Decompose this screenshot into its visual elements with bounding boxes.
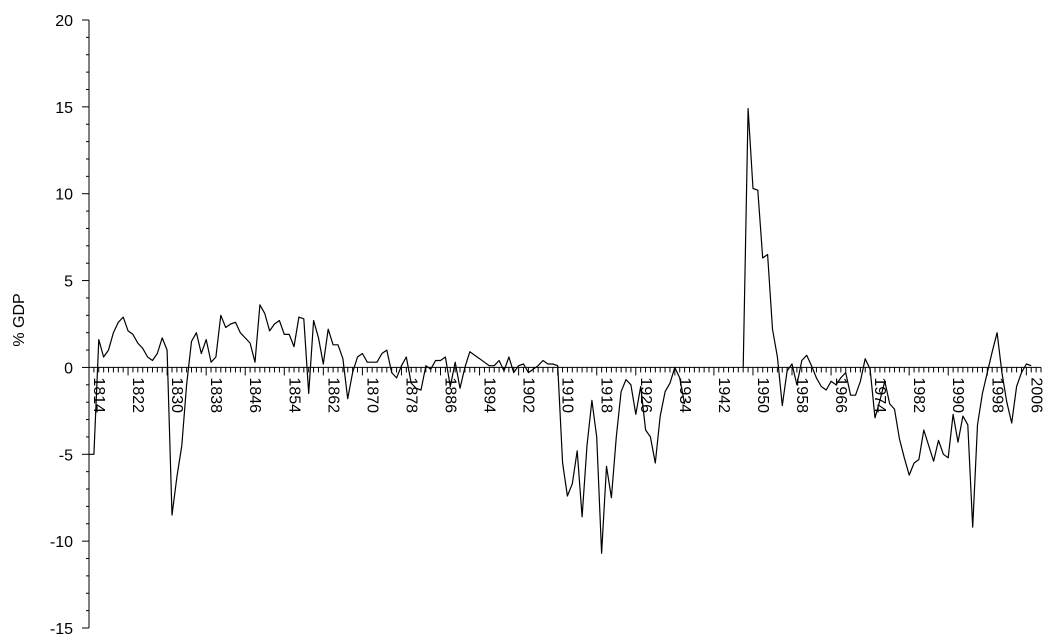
x-tick-label: 1862 xyxy=(324,377,341,413)
series-line-segment xyxy=(742,107,1032,528)
x-tick-label: 2006 xyxy=(1027,377,1044,413)
y-tick-label: 15 xyxy=(55,100,73,117)
x-tick-label: 1934 xyxy=(676,377,693,413)
x-tick-label: 1950 xyxy=(754,377,771,413)
x-tick-label: 1886 xyxy=(442,377,459,413)
x-tick-label: 1878 xyxy=(402,377,419,413)
x-tick-label: 1998 xyxy=(988,377,1005,413)
x-tick-label: 1894 xyxy=(481,377,498,413)
x-tick-label: 1942 xyxy=(715,377,732,413)
x-tick-label: 1814 xyxy=(90,377,107,413)
y-tick-label: 20 xyxy=(55,13,73,30)
x-tick-label: 1990 xyxy=(949,377,966,413)
x-tick-label: 1918 xyxy=(598,377,615,413)
x-tick-label: 1982 xyxy=(910,377,927,413)
x-tick-label: 1910 xyxy=(559,377,576,413)
x-tick-label: 1822 xyxy=(129,377,146,413)
series xyxy=(89,107,1032,554)
y-tick-label: 5 xyxy=(64,274,73,291)
x-tick-label: 1830 xyxy=(168,377,185,413)
y-axis-title: % GDP xyxy=(11,293,28,346)
x-tick-label: 1846 xyxy=(246,377,263,413)
y-tick-label: 0 xyxy=(64,360,73,377)
y-axis: -15 -10 -5 0 5 10 15 20 xyxy=(50,13,90,638)
y-tick-label: -10 xyxy=(50,534,73,551)
y-tick-label: 10 xyxy=(55,187,73,204)
x-tick-label: 1854 xyxy=(285,377,302,413)
series-line-segment xyxy=(89,304,686,554)
y-tick-label: -5 xyxy=(59,447,73,464)
x-tick-label: 1966 xyxy=(832,377,849,413)
x-tick-label: 1958 xyxy=(793,377,810,413)
x-tick-label: 1870 xyxy=(363,377,380,413)
x-tick-label: 1902 xyxy=(520,377,537,413)
y-tick-label: -15 xyxy=(50,621,73,638)
x-tick-label: 1838 xyxy=(207,377,224,413)
x-axis: 1814 1822 1830 1838 1846 1854 1862 1870 1878 1886… xyxy=(88,366,1044,413)
